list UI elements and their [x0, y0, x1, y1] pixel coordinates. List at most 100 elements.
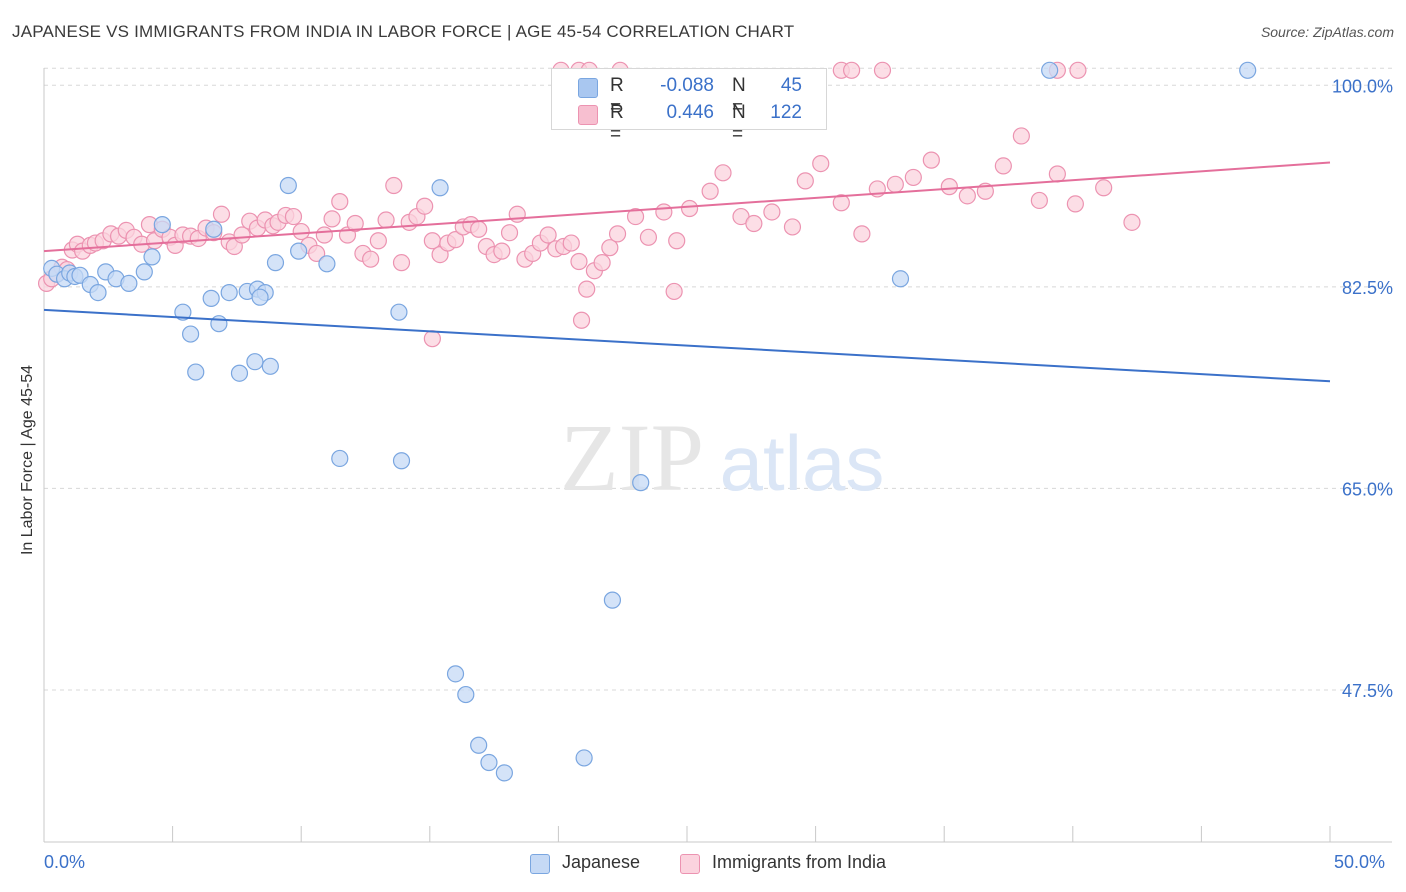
- india-point[interactable]: [873, 61, 892, 79]
- india-point[interactable]: [796, 172, 814, 190]
- india-point[interactable]: [812, 154, 830, 173]
- japanese-point[interactable]: [230, 364, 249, 382]
- japanese-point[interactable]: [632, 474, 650, 492]
- japanese-point[interactable]: [143, 248, 161, 266]
- trendlines: [43, 161, 1331, 383]
- japanese-point[interactable]: [431, 179, 449, 197]
- japanese-point[interactable]: [470, 736, 488, 754]
- india-point[interactable]: [385, 176, 403, 195]
- japanese-point[interactable]: [205, 220, 223, 238]
- japanese-point[interactable]: [135, 263, 153, 281]
- japanese-point[interactable]: [261, 357, 279, 375]
- india-point[interactable]: [284, 207, 303, 226]
- india-point[interactable]: [1123, 213, 1141, 231]
- japanese-point[interactable]: [174, 303, 192, 321]
- india-point[interactable]: [608, 225, 627, 243]
- india-point[interactable]: [832, 194, 850, 212]
- japanese-point[interactable]: [153, 216, 171, 234]
- india-point[interactable]: [392, 254, 411, 272]
- japanese-point[interactable]: [603, 591, 622, 609]
- japanese-point[interactable]: [495, 764, 513, 782]
- japanese-point[interactable]: [187, 363, 205, 381]
- japanese-point[interactable]: [246, 353, 264, 371]
- india-point[interactable]: [1095, 179, 1113, 197]
- india-point[interactable]: [922, 151, 940, 169]
- india-point[interactable]: [1012, 127, 1030, 145]
- india-point[interactable]: [1030, 191, 1048, 210]
- india-point[interactable]: [369, 232, 387, 250]
- india-point[interactable]: [1066, 195, 1084, 213]
- japanese-point[interactable]: [182, 325, 200, 343]
- y-tick-label: 65.0%: [1342, 479, 1393, 499]
- india-point[interactable]: [315, 226, 333, 244]
- india-point[interactable]: [570, 252, 588, 271]
- india-point[interactable]: [763, 203, 781, 221]
- japanese-point[interactable]: [266, 254, 285, 272]
- india-point[interactable]: [1069, 61, 1087, 79]
- india-point[interactable]: [233, 226, 251, 244]
- japanese-point[interactable]: [210, 315, 228, 333]
- india-point[interactable]: [853, 225, 871, 243]
- india-point[interactable]: [1048, 165, 1066, 183]
- india-point[interactable]: [843, 61, 861, 79]
- india-point[interactable]: [500, 224, 519, 242]
- japanese-point[interactable]: [120, 274, 138, 292]
- japanese-point[interactable]: [220, 283, 238, 302]
- india-point[interactable]: [940, 178, 958, 196]
- japanese-point[interactable]: [446, 665, 465, 683]
- series-legend: Japanese Immigrants from India: [0, 852, 1406, 878]
- india-point[interactable]: [470, 220, 488, 238]
- india-point[interactable]: [539, 226, 557, 244]
- japanese-point[interactable]: [1041, 61, 1059, 79]
- india-point[interactable]: [446, 231, 465, 249]
- japanese-point[interactable]: [279, 176, 297, 195]
- japanese-point[interactable]: [251, 288, 269, 306]
- india-point[interactable]: [292, 222, 310, 241]
- japanese-point[interactable]: [457, 685, 475, 704]
- japanese-point[interactable]: [202, 289, 220, 307]
- india-point[interactable]: [331, 193, 349, 211]
- india-point[interactable]: [562, 234, 580, 252]
- india-point[interactable]: [783, 218, 802, 236]
- india-point[interactable]: [493, 242, 511, 260]
- x-tick-label-max: 50.0%: [1334, 852, 1386, 872]
- india-point[interactable]: [994, 157, 1012, 175]
- india-point[interactable]: [212, 205, 231, 223]
- japanese-point[interactable]: [89, 283, 107, 302]
- japanese-point[interactable]: [392, 452, 411, 470]
- japanese-point[interactable]: [318, 255, 336, 273]
- india-point[interactable]: [701, 182, 719, 200]
- india-point[interactable]: [665, 282, 683, 301]
- japanese-point[interactable]: [1239, 61, 1257, 79]
- india-point[interactable]: [668, 232, 686, 250]
- source-credit: Source: ZipAtlas.com: [1260, 24, 1394, 40]
- japanese-point[interactable]: [575, 749, 593, 767]
- india-point[interactable]: [958, 187, 976, 205]
- india-point[interactable]: [714, 164, 732, 182]
- watermark: ZIP atlas: [560, 404, 884, 511]
- india-point[interactable]: [639, 228, 658, 246]
- india-point[interactable]: [626, 207, 645, 226]
- india-point[interactable]: [593, 254, 611, 272]
- india-point[interactable]: [601, 239, 619, 257]
- axes: [43, 68, 1392, 843]
- india-point[interactable]: [904, 168, 922, 187]
- japanese-point[interactable]: [480, 753, 498, 772]
- india-point[interactable]: [362, 250, 380, 268]
- india-point[interactable]: [680, 199, 699, 218]
- india-point[interactable]: [886, 175, 904, 193]
- japanese-point[interactable]: [390, 303, 408, 321]
- japanese-point[interactable]: [290, 242, 308, 260]
- india-point[interactable]: [423, 330, 441, 348]
- india-point[interactable]: [745, 214, 763, 233]
- india-point[interactable]: [572, 311, 591, 329]
- india-point[interactable]: [346, 214, 364, 233]
- india-point[interactable]: [308, 244, 326, 263]
- india-point[interactable]: [578, 280, 596, 298]
- india-point[interactable]: [416, 197, 434, 215]
- india-point[interactable]: [323, 210, 341, 228]
- japanese-point[interactable]: [891, 270, 910, 288]
- india-point[interactable]: [377, 211, 395, 229]
- japanese-point[interactable]: [331, 449, 349, 468]
- india-point[interactable]: [655, 203, 673, 221]
